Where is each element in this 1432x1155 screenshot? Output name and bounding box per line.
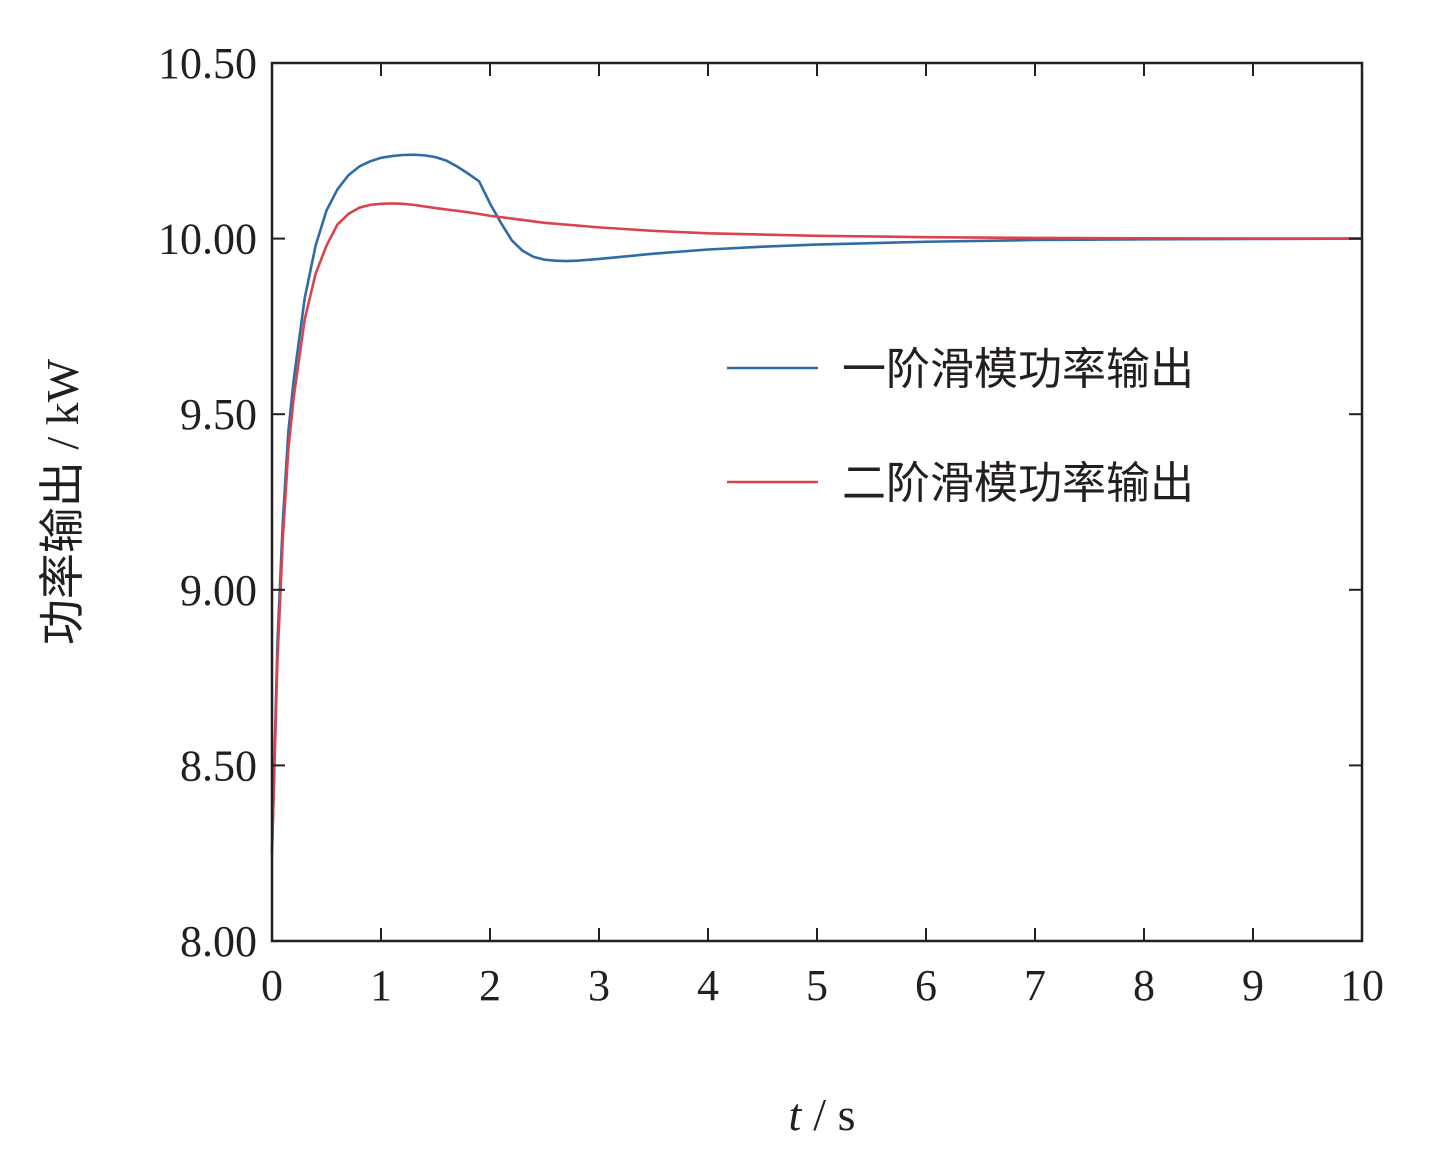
series-line-1: [270, 153, 1363, 854]
x-tick-label: 10: [1340, 961, 1384, 1010]
x-axis-variable: t: [789, 1089, 803, 1140]
x-tick-label: 7: [1024, 961, 1046, 1010]
series-layer: [270, 153, 1363, 854]
x-tick-label: 5: [806, 961, 828, 1010]
y-axis-title: 功率输出 / kW: [37, 358, 88, 645]
x-tick-label: 2: [479, 961, 501, 1010]
series-line-2: [270, 202, 1362, 854]
x-tick-label: 9: [1242, 961, 1264, 1010]
x-tick-label: 3: [588, 961, 610, 1010]
x-tick-label: 6: [915, 961, 937, 1010]
x-tick-label: 1: [370, 961, 392, 1010]
y-tick-label: 10.00: [158, 215, 257, 264]
labels-layer: 0 1 2 3 4 5 6 7 8 9 10 8.00 8.50 9.00 9.50 10.00 10.50 t /…: [37, 39, 1384, 1140]
legend-label-2: 二阶滑模功率输出: [842, 459, 1194, 508]
x-tick-label: 4: [697, 961, 719, 1010]
y-tick-label: 8.50: [180, 741, 257, 790]
x-tick-label: 8: [1133, 961, 1155, 1010]
x-axis-title: t / s: [789, 1089, 856, 1140]
legend-label-1: 一阶滑模功率输出: [842, 345, 1194, 394]
y-tick-label: 9.50: [180, 390, 257, 439]
x-axis-unit: / s: [813, 1089, 855, 1140]
y-tick-label: 10.50: [158, 39, 257, 88]
ticks-layer: [271, 62, 1363, 942]
x-tick-label: 0: [261, 961, 283, 1010]
y-tick-label: 9.00: [180, 566, 257, 615]
y-tick-label: 8.00: [180, 917, 257, 966]
